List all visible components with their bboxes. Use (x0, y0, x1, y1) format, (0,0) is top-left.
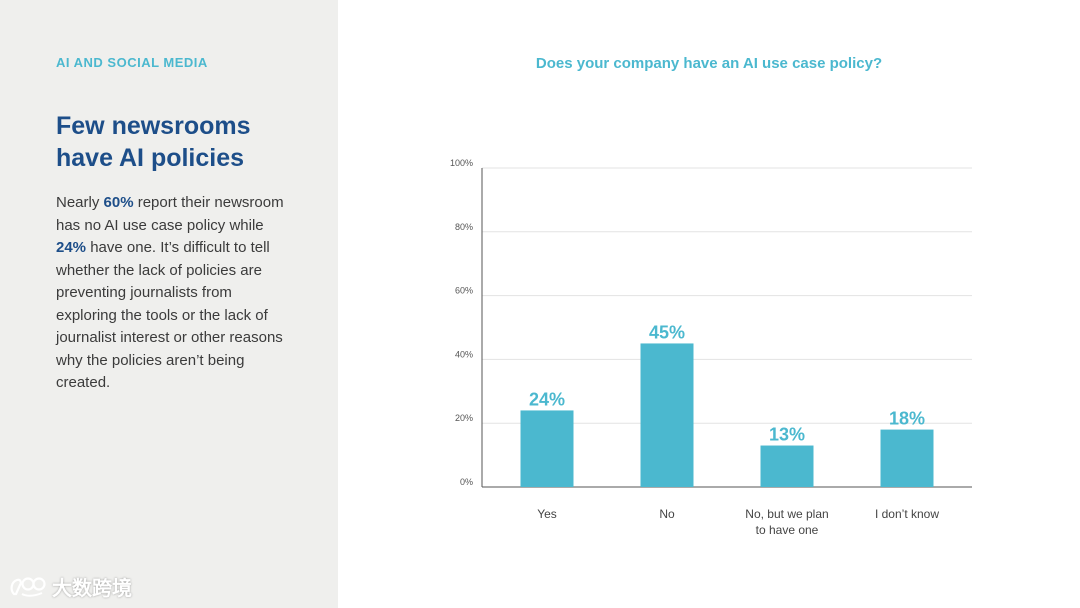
summary-part-2: report their newsroom has no AI use case… (56, 194, 284, 234)
y-tick-label: 0% (460, 477, 473, 487)
y-tick-label: 100% (450, 158, 473, 168)
x-tick-label-line: to have one (756, 523, 819, 537)
highlight-has-policy: 24% (56, 239, 87, 256)
x-tick-label: No (659, 507, 675, 521)
data-label: 24% (529, 389, 565, 409)
x-tick-label: Yes (537, 507, 557, 521)
chart-title: Does your company have an AI use case po… (535, 55, 883, 72)
bar (640, 343, 694, 487)
data-label: 13% (769, 425, 805, 445)
y-tick-label: 80% (455, 222, 473, 232)
watermark-text: 大数跨境 (52, 578, 132, 600)
highlight-no-policy: 60% (103, 194, 134, 211)
left-panel: AI AND SOCIAL MEDIA Few newsrooms have A… (0, 0, 338, 608)
x-tick-label-line: I don’t know (875, 507, 939, 521)
x-tick-label-line: No (659, 507, 675, 521)
x-tick-label: No, but we plan to have one (745, 507, 828, 537)
x-tick-label-line: No, but we plan (745, 507, 828, 521)
summary-text: Nearly 60% report their newsroom has no … (56, 192, 296, 395)
summary-part-1: Nearly (56, 194, 104, 211)
section-label: AI AND SOCIAL MEDIA (56, 55, 208, 70)
x-tick-label-line: Yes (537, 507, 557, 521)
bar-chart: 0% 20% 40% 60% 80% 100% 24% Yes 45% No 13% No, but … (450, 158, 972, 537)
y-tick-label: 60% (455, 286, 473, 296)
x-tick-label: I don’t know (875, 507, 939, 521)
bar (760, 445, 814, 487)
data-label: 18% (889, 409, 925, 429)
page-title: Few newsrooms have AI policies (56, 110, 316, 174)
title-line-1: Few newsrooms (56, 112, 251, 140)
bar (880, 429, 934, 487)
summary-part-3: have one. It’s difficult to tell whether… (56, 239, 283, 391)
data-label: 45% (649, 322, 685, 342)
title-line-2: have AI policies (56, 144, 245, 172)
logo-icon (10, 576, 46, 597)
y-tick-label: 20% (455, 413, 473, 423)
bar (520, 410, 574, 487)
y-tick-label: 40% (455, 349, 473, 359)
watermark: 大数跨境 (8, 572, 132, 601)
